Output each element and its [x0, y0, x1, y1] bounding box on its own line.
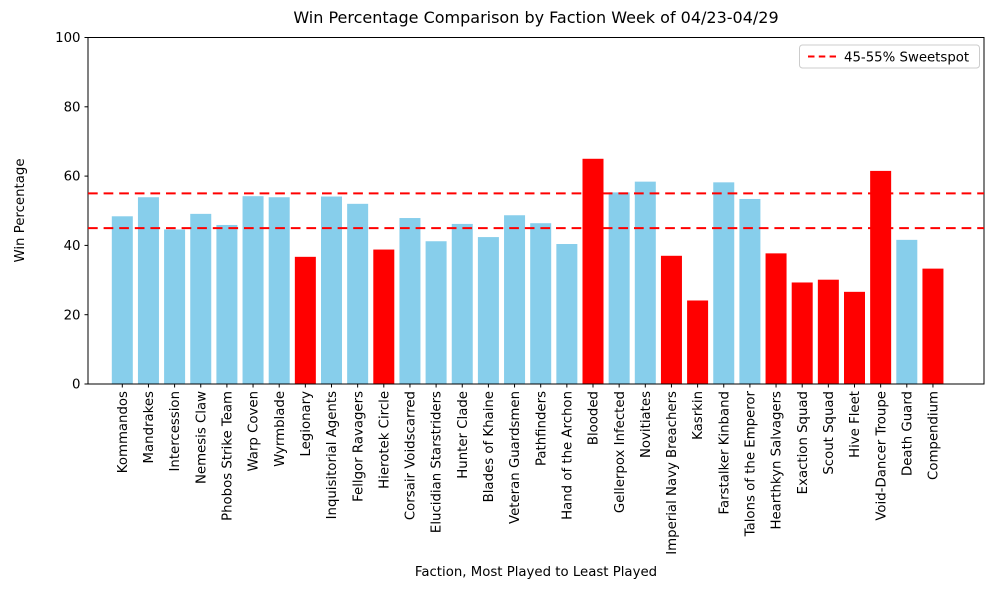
- x-tick-label: Compendium: [927, 391, 942, 480]
- plot-spines: [87, 37, 985, 385]
- bar: [870, 170, 892, 384]
- bar: [373, 249, 395, 384]
- bar: [556, 244, 578, 384]
- x-tick-label: Nemesis Claw: [194, 391, 209, 484]
- legend-box: [799, 44, 980, 69]
- x-tick-label: Novitiates: [639, 391, 654, 458]
- bar: [216, 224, 238, 384]
- bar: [164, 229, 186, 384]
- x-tick-label: Imperial Navy Breachers: [665, 391, 680, 555]
- bar: [687, 300, 709, 384]
- x-tick-label: Intercession: [168, 391, 183, 472]
- y-tick-label: 100: [55, 31, 80, 46]
- x-tick-label: Pathfinders: [534, 391, 549, 466]
- x-tick-label: Mandrakes: [142, 391, 157, 464]
- x-tick-label: Death Guard: [900, 391, 915, 476]
- bar: [399, 218, 421, 384]
- x-tick-label: Phobos Strike Team: [221, 391, 236, 521]
- bars-layer: [111, 158, 944, 384]
- bar: [634, 181, 656, 384]
- bar: [190, 213, 212, 384]
- x-tick-label: Scout Squad: [822, 391, 837, 475]
- bar: [660, 255, 682, 384]
- x-axis-label: Faction, Most Played to Least Played: [415, 565, 657, 580]
- x-tick-label: Talons of the Emperor: [744, 390, 759, 537]
- x-tick-label: Hive Fleet: [848, 391, 863, 458]
- x-tick-label: Hand of the Archon: [560, 391, 575, 520]
- bar: [294, 256, 316, 384]
- bar: [268, 197, 290, 384]
- y-tick-label: 20: [64, 308, 81, 323]
- bar: [582, 158, 604, 384]
- legend: 45-55% Sweetspot: [799, 44, 980, 69]
- bar: [321, 196, 342, 384]
- reference-lines-layer: [88, 192, 984, 230]
- bar: [817, 279, 839, 384]
- x-tick-label: Fellgor Ravagers: [351, 391, 366, 502]
- bar: [922, 268, 944, 384]
- bar: [477, 237, 499, 384]
- bar: [137, 197, 159, 384]
- x-tick-label: Legionary: [299, 391, 314, 457]
- x-tick-label: Warp Coven: [247, 391, 262, 471]
- x-tick-label: Void-Dancer Troupe: [874, 391, 889, 521]
- legend-label: 45-55% Sweetspot: [844, 51, 969, 66]
- y-tick-label: 60: [64, 170, 81, 185]
- x-tick-label: Inquisitorial Agents: [325, 391, 340, 519]
- axes-layer: Kommandos Mandrakes Intercession Nemesis Cl…: [55, 31, 985, 555]
- y-tick-label: 80: [64, 100, 81, 115]
- bar: [347, 203, 369, 384]
- bar: [504, 215, 526, 384]
- x-tick-label: Hierotek Circle: [377, 391, 392, 489]
- chart-title: Win Percentage Comparison by Faction Wee…: [293, 8, 778, 27]
- x-tick-label: Blades of Khaine: [482, 391, 497, 502]
- x-tick-label: Blooded: [587, 391, 602, 445]
- bar: [765, 253, 787, 384]
- x-tick-label: Kasrkin: [691, 391, 706, 440]
- x-tick-label: Wyrmblade: [273, 391, 288, 467]
- y-tick-label: 0: [72, 378, 80, 393]
- x-tick-label: Kommandos: [116, 391, 131, 473]
- bar: [242, 196, 264, 384]
- x-tick-label: Gellerpox Infected: [613, 391, 628, 513]
- x-tick-label: Farstalker Kinband: [717, 391, 732, 514]
- bar: [451, 223, 473, 384]
- bar: [844, 291, 865, 384]
- bar: [530, 223, 552, 384]
- x-tick-label: Exaction Squad: [796, 391, 811, 494]
- x-tick-label: Elucidian Starstriders: [430, 391, 445, 533]
- bar: [111, 216, 133, 384]
- y-tick-label: 40: [64, 239, 81, 254]
- bar: [425, 241, 447, 384]
- bar: [896, 239, 918, 384]
- bar: [791, 282, 813, 384]
- bar: [739, 198, 761, 384]
- y-axis-label: Win Percentage: [13, 158, 28, 262]
- x-tick-label: Hearthkyn Salvagers: [770, 391, 785, 530]
- x-tick-label: Corsair Voidscarred: [404, 391, 419, 520]
- x-tick-label: Veteran Guardsmen: [508, 391, 523, 524]
- bar: [608, 192, 630, 384]
- x-tick-label: Hunter Clade: [456, 391, 471, 479]
- bar: [713, 182, 735, 384]
